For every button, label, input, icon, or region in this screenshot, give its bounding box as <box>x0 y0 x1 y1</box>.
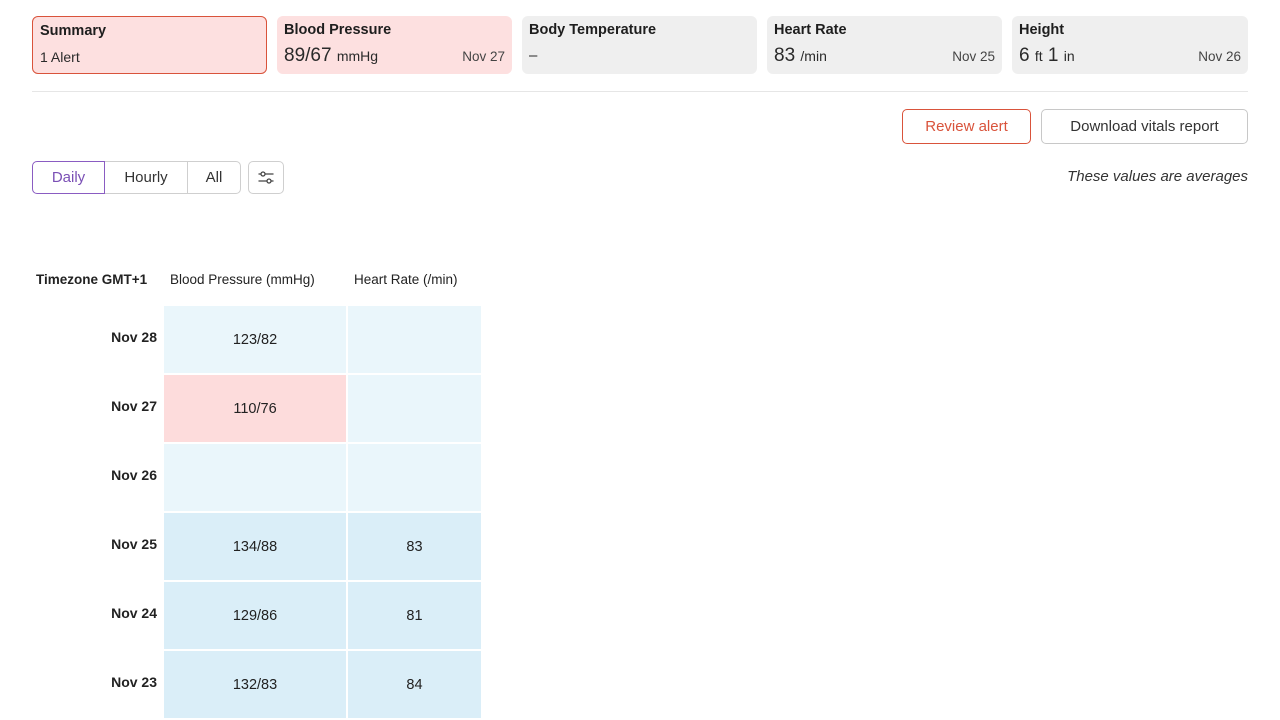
download-vitals-report-button[interactable]: Download vitals report <box>1041 109 1248 144</box>
table-row: Nov 24 129/86 81 <box>0 582 500 649</box>
row-date: Nov 24 <box>111 605 157 621</box>
height-card-title: Height <box>1019 22 1065 38</box>
blood-pressure-cell[interactable]: 132/83 <box>164 651 346 718</box>
height-value: 6 ft 1 in <box>1019 45 1075 67</box>
column-header-timezone: Timezone GMT+1 <box>36 272 148 287</box>
row-date: Nov 27 <box>111 398 157 414</box>
blood-pressure-card[interactable]: Blood Pressure 89/67 mmHg Nov 27 <box>277 16 512 74</box>
column-header-heart-rate: Heart Rate (/min) <box>354 272 458 287</box>
filter-button[interactable] <box>248 161 284 194</box>
blood-pressure-cell[interactable]: 134/88 <box>164 513 346 580</box>
table-row: Nov 23 132/83 84 <box>0 651 500 718</box>
heart-rate-cell[interactable] <box>348 444 481 511</box>
row-date: Nov 28 <box>111 329 157 345</box>
view-daily-option[interactable]: Daily <box>32 161 105 194</box>
heart-rate-unit: /min <box>800 48 827 64</box>
height-feet: 6 <box>1019 45 1030 66</box>
blood-pressure-value: 89/67 mmHg <box>284 45 378 67</box>
height-card[interactable]: Height 6 ft 1 in Nov 26 <box>1012 16 1248 74</box>
blood-pressure-cell-alert[interactable]: 110/76 <box>164 375 346 442</box>
heart-rate-cell[interactable]: 81 <box>348 582 481 649</box>
filter-sliders-icon <box>258 170 274 184</box>
table-row: Nov 26 <box>0 444 500 511</box>
summary-card[interactable]: Summary 1 Alert <box>32 16 267 74</box>
heart-rate-card[interactable]: Heart Rate 83 /min Nov 25 <box>767 16 1002 74</box>
body-temperature-value: – <box>529 47 538 64</box>
heart-rate-number: 83 <box>774 45 796 66</box>
blood-pressure-cell[interactable]: 123/82 <box>164 306 346 373</box>
heart-rate-cell[interactable] <box>348 306 481 373</box>
blood-pressure-cell[interactable]: 129/86 <box>164 582 346 649</box>
table-row: Nov 27 110/76 <box>0 375 500 442</box>
summary-card-title: Summary <box>40 23 107 39</box>
blood-pressure-unit: mmHg <box>336 48 379 64</box>
height-date: Nov 26 <box>1198 49 1241 64</box>
view-mode-toggle: Daily Hourly All <box>32 161 241 194</box>
column-header-blood-pressure: Blood Pressure (mmHg) <box>170 272 315 287</box>
table-row: Nov 28 123/82 <box>0 306 500 373</box>
blood-pressure-cell[interactable] <box>164 444 346 511</box>
review-alert-button[interactable]: Review alert <box>902 109 1031 144</box>
blood-pressure-number: 89/67 <box>284 45 332 66</box>
heart-rate-cell[interactable]: 84 <box>348 651 481 718</box>
alert-count-label: Alert <box>50 49 80 65</box>
averages-note: These values are averages <box>1067 168 1248 185</box>
heart-rate-card-title: Heart Rate <box>774 22 847 38</box>
heart-rate-cell[interactable]: 83 <box>348 513 481 580</box>
body-temperature-card[interactable]: Body Temperature – <box>522 16 757 74</box>
height-feet-unit: ft <box>1034 48 1043 64</box>
height-inches-unit: in <box>1063 48 1075 64</box>
heart-rate-value: 83 /min <box>774 45 827 67</box>
row-date: Nov 25 <box>111 536 157 552</box>
height-inches: 1 <box>1047 45 1059 66</box>
heart-rate-date: Nov 25 <box>952 49 995 64</box>
heart-rate-cell[interactable] <box>348 375 481 442</box>
view-all-option[interactable]: All <box>187 161 241 194</box>
table-row: Nov 25 134/88 83 <box>0 513 500 580</box>
alert-count-number: 1 <box>40 49 48 65</box>
body-temperature-card-title: Body Temperature <box>529 22 657 38</box>
summary-alert-count: 1 Alert <box>40 49 80 65</box>
row-date: Nov 26 <box>111 467 157 483</box>
blood-pressure-date: Nov 27 <box>462 49 505 64</box>
view-hourly-option[interactable]: Hourly <box>104 161 188 194</box>
row-date: Nov 23 <box>111 674 157 690</box>
section-divider <box>32 91 1248 92</box>
blood-pressure-card-title: Blood Pressure <box>284 22 392 38</box>
